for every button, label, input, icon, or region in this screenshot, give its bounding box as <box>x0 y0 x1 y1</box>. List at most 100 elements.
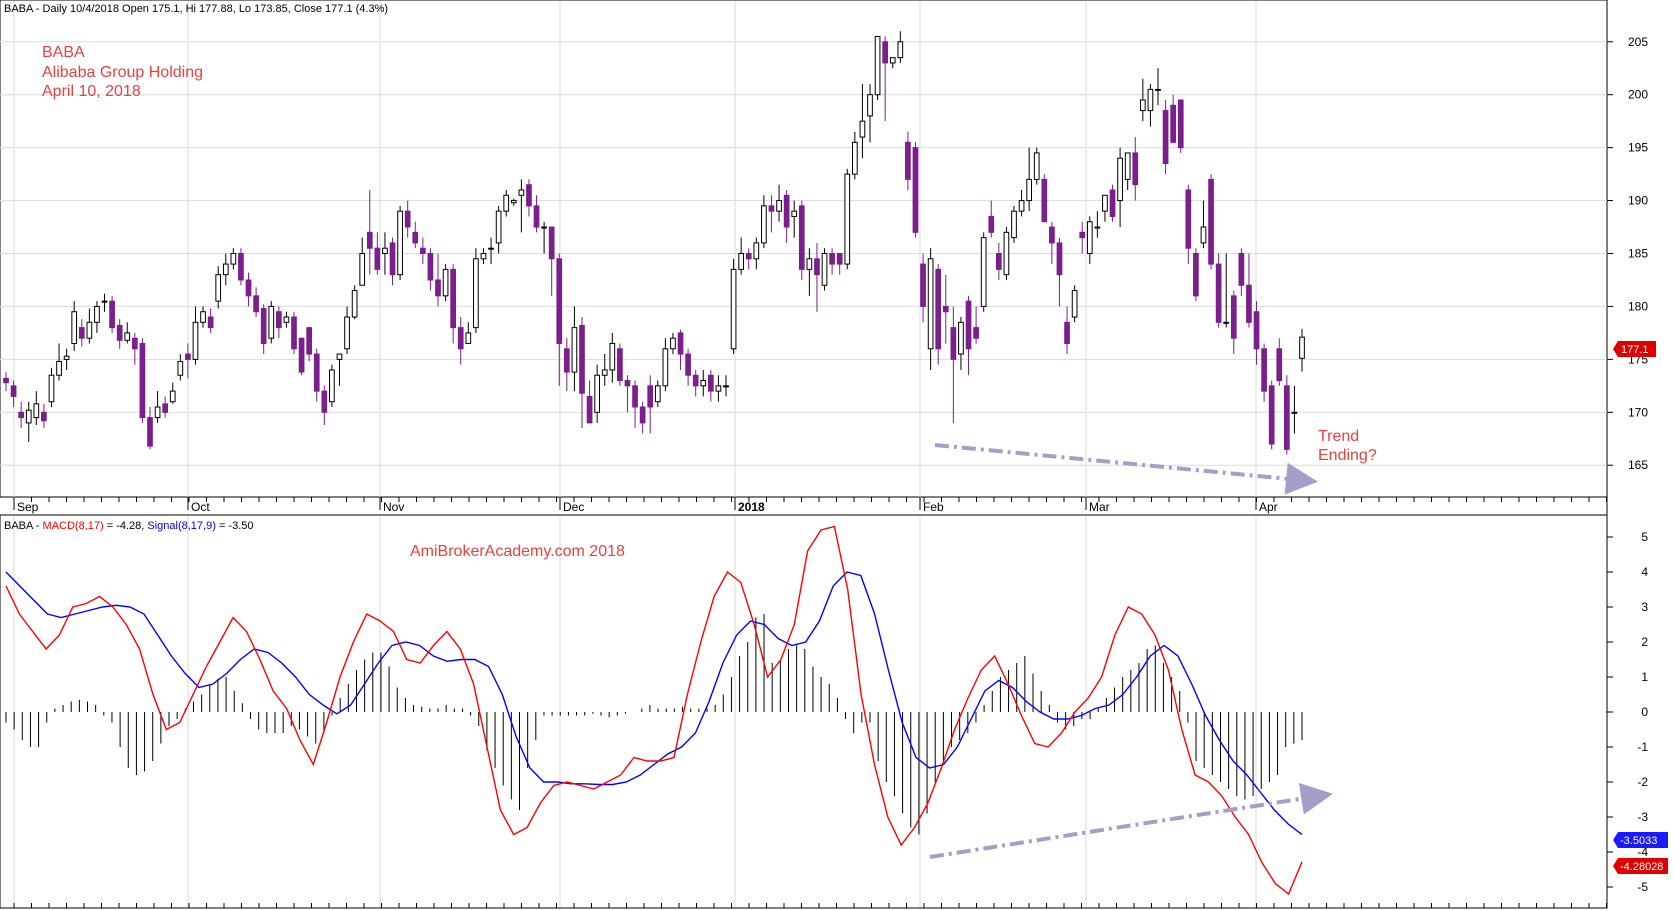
price-y-label: 190 <box>1628 194 1648 208</box>
macd-line <box>5 525 1303 896</box>
annotation-trend: Trend <box>1318 428 1359 445</box>
candle-body <box>829 253 835 265</box>
candle-body <box>3 377 9 384</box>
annotation-symbol: BABA <box>42 44 85 61</box>
candle-body <box>366 231 373 249</box>
candle-body <box>950 327 957 360</box>
candle-body <box>1147 88 1154 112</box>
candle-body <box>154 406 161 419</box>
x-tick-label: Nov <box>383 500 404 514</box>
svg-text:-3.5033: -3.5033 <box>1620 835 1657 847</box>
candle-body <box>730 268 737 350</box>
candle-body <box>495 210 502 244</box>
candle-body <box>1003 231 1010 276</box>
candle-body <box>609 342 616 371</box>
price-y-label: 185 <box>1628 247 1648 261</box>
candle-body <box>1299 336 1305 359</box>
candle-body <box>359 253 366 286</box>
svg-text:177.1: 177.1 <box>1621 344 1649 356</box>
candle-body <box>1276 348 1283 382</box>
candle-body <box>662 348 669 387</box>
candle-body <box>465 332 472 344</box>
candle-body <box>1155 88 1161 91</box>
price-y-label: 200 <box>1628 88 1648 102</box>
candle-body <box>707 374 714 392</box>
macd-y-label: -5 <box>1637 880 1648 894</box>
candle-body <box>1049 226 1055 244</box>
candle-body <box>412 231 419 244</box>
candle-body <box>798 205 805 270</box>
candle-body <box>1208 178 1214 265</box>
annotation-company: Alibaba Group Holding <box>42 64 203 81</box>
candle-body <box>768 205 775 212</box>
candle-body <box>995 253 1002 270</box>
candle-body <box>298 337 305 373</box>
candle-body <box>313 353 320 392</box>
candle-body <box>806 258 813 270</box>
candle-body <box>920 263 926 307</box>
candle-body <box>503 194 510 212</box>
macd-value-tag: -4.28028 <box>1613 858 1668 874</box>
annotation-ending: Ending? <box>1318 447 1377 464</box>
candle-body <box>329 369 335 403</box>
candle-body <box>586 395 593 424</box>
candle-body <box>419 247 426 255</box>
candle-body <box>897 41 904 59</box>
x-tick-label: Feb <box>923 500 944 514</box>
candle-body <box>1162 110 1169 165</box>
candlestick-series <box>3 31 1305 455</box>
macd-y-label: 2 <box>1641 635 1648 649</box>
candle-body <box>654 385 661 403</box>
candle-body <box>1086 221 1093 255</box>
candle-body <box>1071 290 1078 318</box>
candle-body <box>25 409 32 424</box>
candle-body <box>1064 321 1070 344</box>
x-tick-label: Mar <box>1089 500 1110 514</box>
macd-panel-frame <box>0 514 1608 909</box>
candle-body <box>1041 178 1048 223</box>
candle-body <box>617 348 623 382</box>
macd-header: BABA - MACD(8,17) = -4.28, Signal(8,17,9… <box>4 520 254 532</box>
candle-body <box>677 332 684 355</box>
last-price-tag: 177.1 <box>1613 341 1656 357</box>
candle-body <box>131 337 138 350</box>
x-tick-label: Sep <box>17 500 39 514</box>
candle-body <box>245 279 252 297</box>
candle-body <box>177 360 184 376</box>
candle-body <box>912 147 919 233</box>
candle-body <box>571 327 578 373</box>
candle-body <box>973 327 979 339</box>
candle-body <box>715 385 722 392</box>
candle-body <box>260 308 267 344</box>
candle-body <box>18 411 25 419</box>
candle-body <box>457 327 464 350</box>
candle-body <box>980 237 987 307</box>
candle-body <box>382 247 388 255</box>
price-header-info: BABA - Daily 10/4/2018 Open 175.1, Hi 17… <box>4 3 388 15</box>
macd-y-label: 5 <box>1641 530 1648 544</box>
candle-body <box>435 279 441 297</box>
macd-y-label: 0 <box>1641 705 1648 719</box>
candle-body <box>1223 321 1230 324</box>
candle-body <box>473 258 479 329</box>
candle-body <box>1261 348 1267 392</box>
candle-body <box>1033 152 1040 180</box>
candle-body <box>1246 284 1252 323</box>
candle-body <box>185 353 191 360</box>
candle-body <box>753 242 760 260</box>
candle-body <box>101 300 108 303</box>
candle-body <box>1283 385 1290 450</box>
candle-body <box>889 57 896 64</box>
candle-body <box>783 194 790 228</box>
candle-body <box>71 311 78 344</box>
candle-body <box>905 141 911 180</box>
candle-body <box>563 348 570 373</box>
macd-y-label: 3 <box>1641 600 1648 614</box>
candle-body <box>215 274 222 302</box>
candle-body <box>207 316 214 329</box>
candle-body <box>723 385 729 388</box>
macd-y-axis: -5 -4 -3 -2 -1 0 1 2 3 4 5 <box>1607 530 1648 894</box>
candle-body <box>442 268 449 297</box>
candle-body <box>1056 242 1063 276</box>
candle-body <box>745 253 752 260</box>
